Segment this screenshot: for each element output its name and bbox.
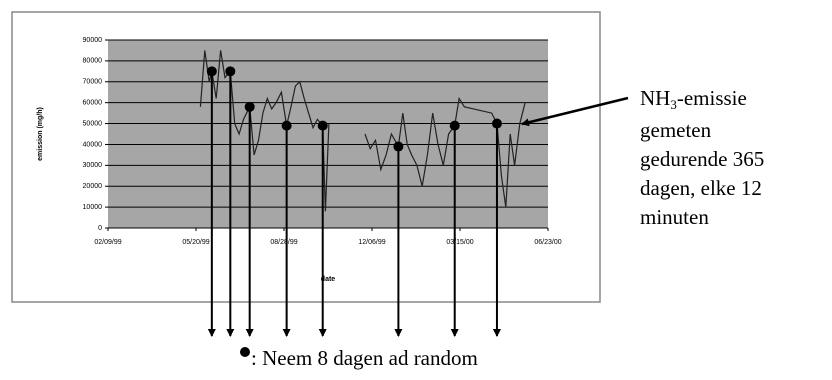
x-tick-label: 02/09/99 [94, 239, 121, 246]
x-tick-label: 12/06/99 [358, 239, 385, 246]
legend-label: : Neem 8 dagen ad random [251, 346, 478, 370]
emission-line [199, 50, 526, 212]
x-tick-label: 05/20/99 [182, 239, 209, 246]
selected-day [491, 118, 502, 129]
y-tick-label: 10000 [83, 204, 103, 211]
y-tick-label: 60000 [83, 100, 103, 107]
annotation-subscript: 3 [670, 97, 677, 112]
x-axis-title: date [321, 276, 336, 283]
selected-day [449, 120, 460, 131]
annotation-title: NH3-emissie [640, 86, 747, 112]
selected-day [317, 120, 328, 131]
legend-marker [240, 347, 250, 357]
plot: 0 10000 20000 30000 40000 50000 60000 70000 8000… [83, 37, 562, 370]
chart-frame [11, 11, 601, 303]
x-tick-label: 06/23/00 [534, 239, 561, 246]
annotation-line: gedurende 365 [640, 147, 764, 171]
selected-day [244, 101, 255, 112]
selected-day [281, 120, 292, 131]
annotation-part: -emissie [677, 86, 747, 110]
y-tick-label: 50000 [83, 120, 103, 127]
y-tick-label: 70000 [83, 79, 103, 86]
selected-day [393, 141, 404, 152]
annotation-part: NH [640, 86, 670, 110]
x-tick-label: 03/15/00 [446, 239, 473, 246]
y-tick-label: 80000 [83, 58, 103, 65]
selected-day [225, 66, 236, 77]
annotation-line: dagen, elke 12 [640, 176, 762, 200]
y-tick-label: 0 [98, 225, 102, 232]
annotation-line: gemeten [640, 118, 712, 142]
y-tick-label: 40000 [83, 141, 103, 148]
annotation-line: minuten [640, 205, 709, 229]
y-tick-label: 20000 [83, 183, 103, 190]
y-axis-title: emission (mg/h) [37, 107, 44, 161]
y-tick-label: 30000 [83, 162, 103, 169]
selected-day [206, 66, 217, 77]
y-tick-label: 90000 [83, 37, 103, 44]
x-tick-label: 08/28/99 [270, 239, 297, 246]
annotation-arrow [521, 96, 629, 127]
